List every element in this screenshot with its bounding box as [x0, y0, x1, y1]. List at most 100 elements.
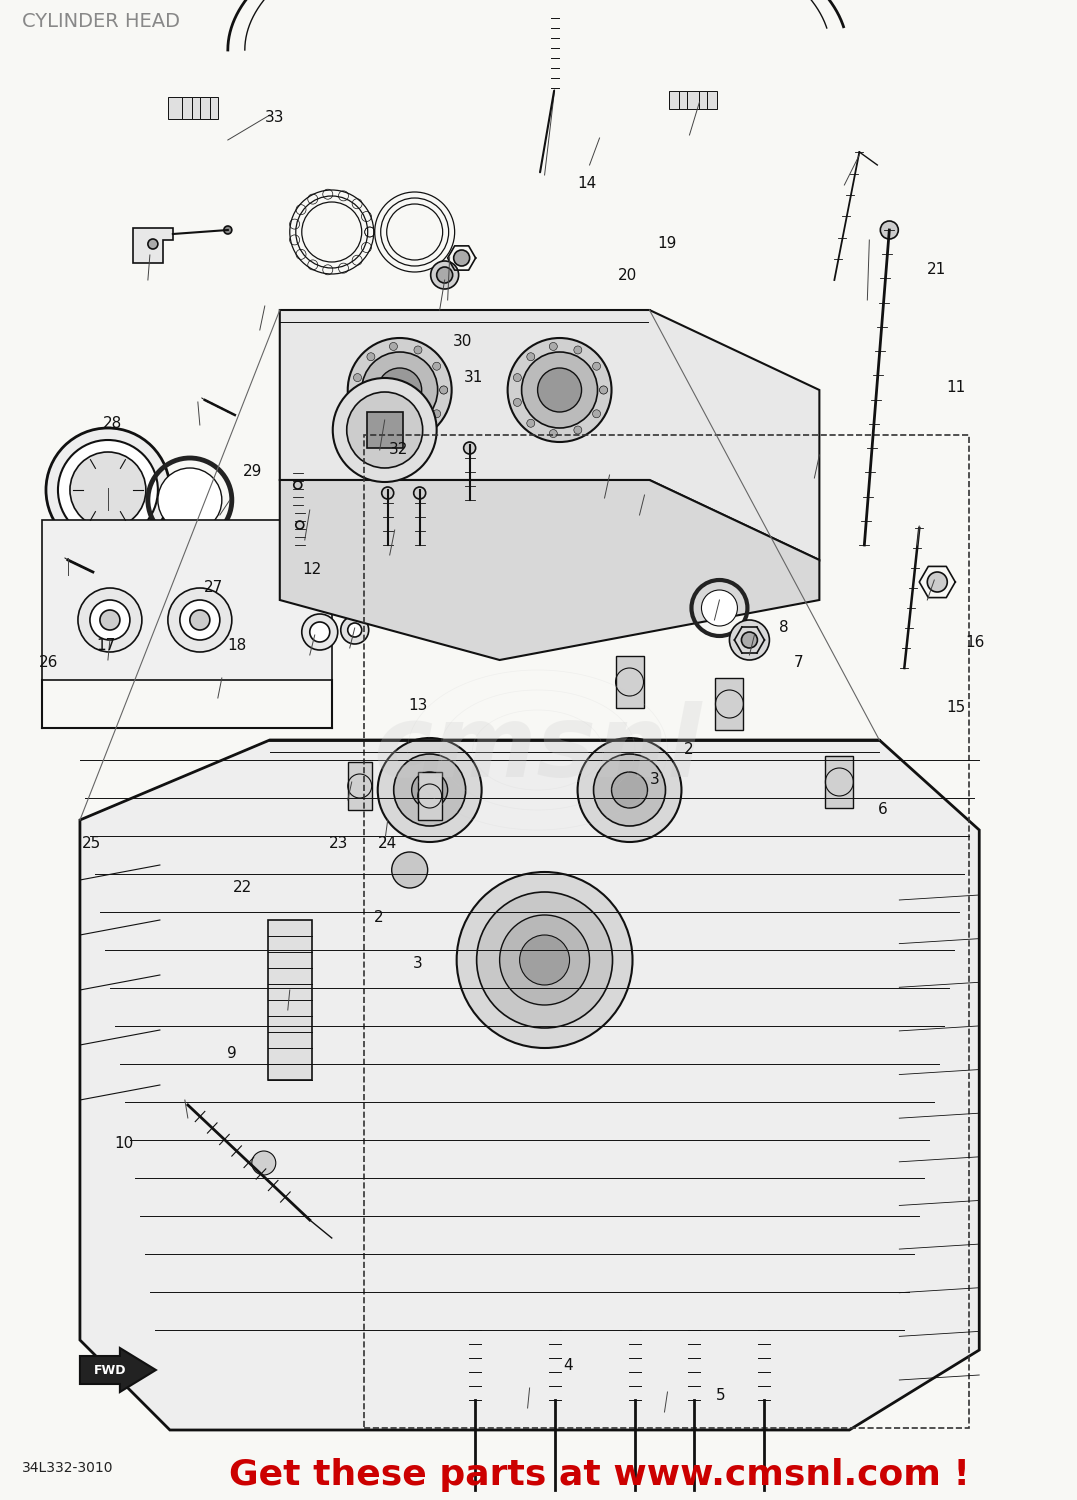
- Text: 17: 17: [96, 638, 115, 652]
- Text: CYLINDER HEAD: CYLINDER HEAD: [22, 12, 180, 32]
- Bar: [418, 772, 442, 820]
- Text: 7: 7: [794, 656, 803, 670]
- Text: 3: 3: [412, 956, 422, 970]
- Circle shape: [58, 440, 158, 540]
- Text: 30: 30: [453, 334, 473, 350]
- Circle shape: [433, 362, 440, 370]
- Bar: [42, 520, 332, 680]
- Text: 13: 13: [408, 698, 428, 712]
- Text: Get these parts at www.cmsnl.com !: Get these parts at www.cmsnl.com !: [229, 1458, 970, 1492]
- Circle shape: [390, 429, 397, 438]
- Polygon shape: [280, 480, 820, 660]
- Circle shape: [431, 261, 459, 290]
- Circle shape: [392, 852, 428, 888]
- Circle shape: [148, 238, 158, 249]
- Text: 21: 21: [926, 262, 946, 278]
- Circle shape: [519, 934, 570, 986]
- Circle shape: [70, 452, 145, 528]
- Circle shape: [348, 622, 362, 638]
- Bar: [670, 92, 680, 110]
- Text: 12: 12: [303, 562, 322, 578]
- Bar: [708, 92, 717, 110]
- Circle shape: [574, 426, 582, 433]
- Circle shape: [701, 590, 738, 626]
- Text: 20: 20: [618, 268, 637, 284]
- Circle shape: [549, 342, 557, 351]
- Circle shape: [463, 442, 476, 454]
- Circle shape: [333, 378, 436, 482]
- Bar: [210, 98, 218, 118]
- Circle shape: [78, 588, 142, 652]
- Circle shape: [347, 392, 422, 468]
- Bar: [182, 98, 192, 118]
- Circle shape: [190, 610, 210, 630]
- Circle shape: [367, 420, 375, 428]
- Bar: [364, 435, 968, 1428]
- Text: FWD: FWD: [94, 1364, 126, 1377]
- Text: 27: 27: [204, 580, 223, 596]
- Circle shape: [302, 614, 338, 650]
- Text: 15: 15: [946, 700, 965, 715]
- Bar: [699, 92, 708, 110]
- Circle shape: [729, 620, 769, 660]
- Circle shape: [507, 338, 612, 442]
- Circle shape: [741, 632, 757, 648]
- Circle shape: [527, 352, 535, 360]
- Text: cmsnl: cmsnl: [374, 702, 702, 798]
- Circle shape: [394, 754, 465, 826]
- Circle shape: [574, 346, 582, 354]
- Text: 2: 2: [684, 742, 694, 758]
- Circle shape: [46, 427, 170, 552]
- Circle shape: [348, 338, 451, 442]
- Text: 3: 3: [649, 772, 659, 788]
- Polygon shape: [80, 740, 979, 1430]
- Bar: [268, 920, 311, 1080]
- Circle shape: [453, 251, 470, 266]
- Circle shape: [296, 520, 304, 530]
- Text: 11: 11: [946, 380, 965, 394]
- Circle shape: [414, 426, 422, 433]
- Circle shape: [294, 482, 302, 489]
- Circle shape: [439, 386, 448, 394]
- Text: 32: 32: [389, 442, 408, 458]
- Circle shape: [411, 772, 448, 808]
- Bar: [192, 98, 200, 118]
- Circle shape: [577, 738, 682, 842]
- Circle shape: [378, 368, 422, 413]
- Circle shape: [224, 226, 232, 234]
- Circle shape: [514, 399, 521, 406]
- Text: 23: 23: [330, 836, 349, 850]
- Text: 22: 22: [233, 880, 252, 896]
- Polygon shape: [132, 228, 173, 262]
- Bar: [680, 92, 687, 110]
- Polygon shape: [280, 310, 820, 560]
- Text: 9: 9: [226, 1046, 236, 1060]
- Circle shape: [477, 892, 613, 1028]
- Circle shape: [593, 754, 666, 826]
- Text: 14: 14: [577, 176, 597, 190]
- Polygon shape: [80, 1348, 156, 1392]
- Circle shape: [90, 600, 130, 640]
- Text: 29: 29: [243, 464, 263, 478]
- Circle shape: [180, 600, 220, 640]
- Circle shape: [436, 267, 452, 284]
- Circle shape: [927, 572, 948, 592]
- Circle shape: [414, 488, 425, 500]
- Text: 24: 24: [378, 836, 397, 850]
- Circle shape: [100, 610, 120, 630]
- Circle shape: [390, 342, 397, 351]
- Text: 33: 33: [265, 110, 284, 125]
- Circle shape: [414, 346, 422, 354]
- Circle shape: [340, 616, 368, 644]
- Text: 26: 26: [39, 656, 58, 670]
- Circle shape: [500, 915, 589, 1005]
- Circle shape: [353, 399, 362, 406]
- Circle shape: [310, 622, 330, 642]
- Text: 5: 5: [716, 1388, 726, 1402]
- Bar: [168, 98, 182, 118]
- Bar: [200, 98, 210, 118]
- Circle shape: [378, 738, 481, 842]
- Bar: [825, 756, 853, 808]
- Circle shape: [367, 352, 375, 360]
- Text: 10: 10: [114, 1136, 134, 1150]
